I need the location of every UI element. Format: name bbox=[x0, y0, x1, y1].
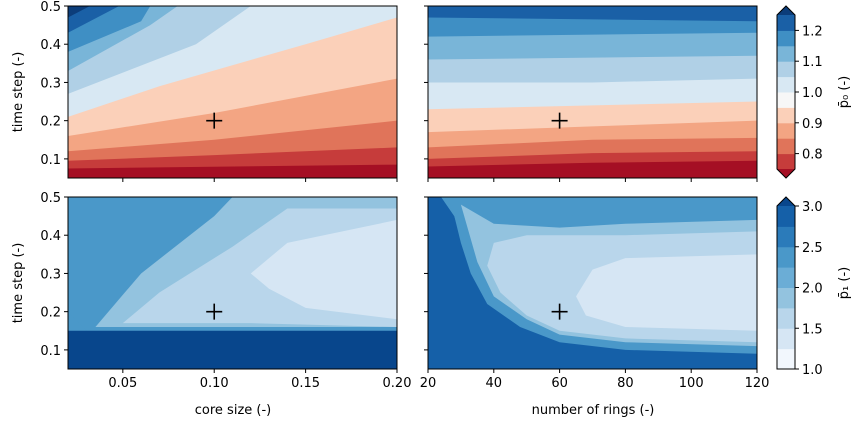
colorbar-extend-max bbox=[777, 6, 795, 15]
colorbar-swatch bbox=[777, 226, 795, 248]
colorbar-swatch bbox=[777, 206, 795, 227]
reference-marker bbox=[206, 112, 223, 129]
colorbar-tick-label: 1.5 bbox=[802, 322, 823, 337]
x-tick-label: 60 bbox=[551, 376, 568, 391]
colorbar-p0: 0.8 0.9 1.0 1.1 1.2 p̄₀ (-) bbox=[776, 5, 852, 179]
colorbar-swatch bbox=[777, 15, 795, 31]
colorbar-swatch bbox=[777, 45, 795, 62]
x-tick-label: 20 bbox=[420, 376, 437, 391]
x-tick-label: 0.10 bbox=[200, 376, 229, 391]
colorbar-tick-label: 1.0 bbox=[802, 363, 823, 378]
contour-band bbox=[576, 254, 757, 331]
contour-field bbox=[428, 197, 757, 369]
colorbar-swatch bbox=[777, 153, 795, 170]
contour-band bbox=[68, 6, 397, 33]
y-tick-label: 0.3 bbox=[40, 76, 61, 91]
colorbar-swatch bbox=[777, 138, 795, 155]
colorbar-label: p̄₀ (-) bbox=[837, 76, 852, 108]
x-tick-label: 0.05 bbox=[108, 376, 137, 391]
contour-band bbox=[68, 6, 397, 71]
colorbar-swatch bbox=[777, 92, 795, 108]
contour-band bbox=[250, 219, 397, 320]
reference-marker bbox=[551, 303, 568, 320]
y-tick-label: 0.4 bbox=[40, 229, 61, 244]
colorbar-tick-label: 1.1 bbox=[802, 55, 823, 70]
contour-field bbox=[68, 6, 397, 178]
colorbar-swatch bbox=[777, 76, 795, 93]
contour-band bbox=[68, 330, 397, 369]
ylabel-bottom: time step (-) bbox=[11, 243, 26, 324]
colorbar-swatch bbox=[777, 246, 795, 268]
colorbar-swatch bbox=[777, 348, 795, 370]
colorbar-tick-label: 0.9 bbox=[802, 117, 823, 132]
colorbar-tick-label: 0.8 bbox=[802, 148, 823, 163]
x-tick-label: 40 bbox=[486, 376, 503, 391]
x-tick-label: 0.15 bbox=[291, 376, 320, 391]
y-tick-label: 0.5 bbox=[40, 0, 61, 15]
contour-band bbox=[68, 6, 397, 94]
x-tick-label: 100 bbox=[679, 376, 704, 391]
colorbar-swatch bbox=[777, 122, 795, 139]
colorbar-swatch bbox=[777, 328, 795, 350]
panel-bottom-right: 20 40 60 80 100 120 bbox=[420, 196, 770, 391]
panel-top-left: 0.1 0.2 0.3 0.4 0.5 bbox=[40, 0, 398, 182]
xlabel-right: number of rings (-) bbox=[532, 403, 655, 418]
colorbar-extend-max bbox=[777, 197, 795, 206]
contour-band bbox=[428, 6, 757, 22]
colorbar-swatch bbox=[777, 267, 795, 288]
x-tick-label: 120 bbox=[745, 376, 770, 391]
colorbar-p1: 1.0 1.5 2.0 2.5 3.0 p̄₁ (-) bbox=[776, 196, 852, 378]
y-tick-label: 0.3 bbox=[40, 267, 61, 282]
y-tick-label: 0.1 bbox=[40, 344, 61, 359]
axes-frame bbox=[67, 196, 398, 370]
colorbar-outline bbox=[776, 5, 796, 179]
colorbar-label: p̄₁ (-) bbox=[837, 267, 852, 299]
axes-frame bbox=[427, 196, 758, 370]
reference-marker bbox=[206, 303, 223, 320]
axes-frame bbox=[67, 5, 398, 179]
colorbar-tick-label: 2.5 bbox=[802, 241, 823, 256]
y-tick-label: 0.2 bbox=[40, 306, 61, 321]
colorbar-swatch bbox=[777, 307, 795, 329]
colorbar-tick-label: 1.0 bbox=[802, 86, 823, 101]
y-tick-label: 0.1 bbox=[40, 153, 61, 168]
panel-top-right bbox=[424, 5, 758, 182]
y-tick-label: 0.2 bbox=[40, 115, 61, 130]
contour-band bbox=[428, 197, 757, 369]
colorbar-tick-label: 2.0 bbox=[802, 282, 823, 297]
colorbar-extend-min bbox=[777, 169, 795, 178]
x-tick-label: 0.20 bbox=[383, 376, 412, 391]
colorbar-swatch bbox=[777, 30, 795, 47]
panel-bottom-left: 0.1 0.2 0.3 0.4 0.5 0.05 0.10 0.15 0.20 bbox=[40, 191, 411, 391]
y-tick-label: 0.5 bbox=[40, 191, 61, 206]
axes-frame bbox=[427, 5, 758, 179]
colorbar-tick-label: 1.2 bbox=[802, 24, 823, 39]
colorbar-swatch bbox=[777, 107, 795, 124]
y-tick-label: 0.4 bbox=[40, 38, 61, 53]
reference-marker bbox=[551, 112, 568, 129]
contour-field bbox=[68, 197, 397, 369]
colorbar-swatch bbox=[777, 61, 795, 78]
colorbar-swatch bbox=[777, 287, 795, 309]
contour-field bbox=[428, 6, 757, 178]
xlabel-left: core size (-) bbox=[195, 403, 271, 418]
colorbar-tick-label: 3.0 bbox=[802, 200, 823, 215]
x-tick-label: 80 bbox=[617, 376, 634, 391]
ylabel-top: time step (-) bbox=[11, 52, 26, 133]
